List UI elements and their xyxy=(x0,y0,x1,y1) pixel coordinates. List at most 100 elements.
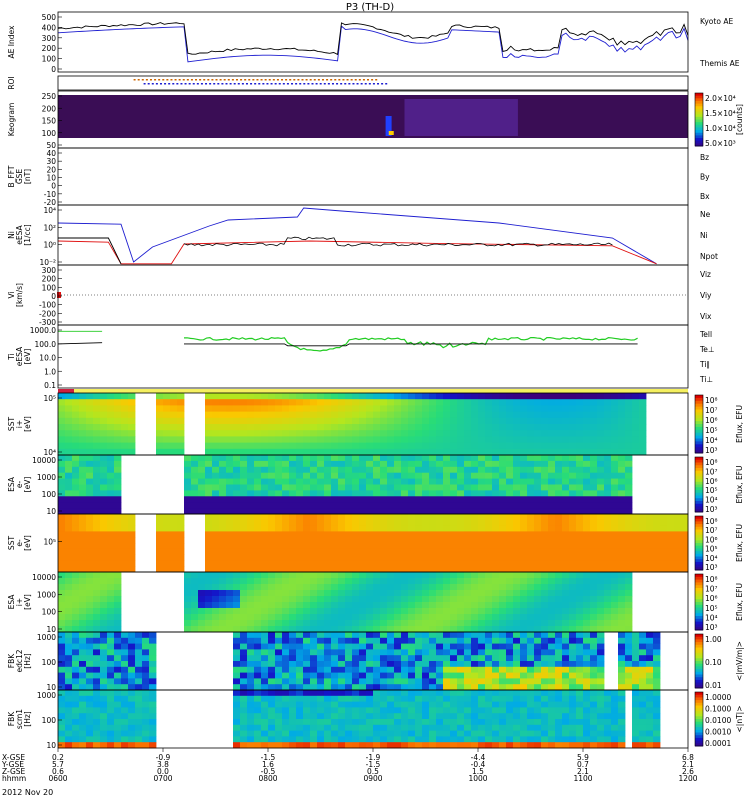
heatmap-cell xyxy=(373,531,381,538)
roi-mark xyxy=(327,83,330,85)
heatmap-cell xyxy=(499,399,507,406)
heatmap-cell xyxy=(240,543,248,550)
colorbar-cell xyxy=(695,95,703,99)
heatmap-cell xyxy=(107,724,115,731)
panel-frame xyxy=(57,204,689,266)
heatmap-cell xyxy=(114,713,122,720)
heatmap-cell xyxy=(387,537,395,544)
roi-mark xyxy=(348,83,351,85)
heatmap-cell xyxy=(492,531,500,538)
heatmap-cell xyxy=(569,393,577,400)
roi-mark xyxy=(364,83,367,85)
heatmap-cell xyxy=(604,742,612,749)
heatmap-cell xyxy=(443,620,451,627)
heatmap-cell xyxy=(282,690,290,697)
heatmap-cell xyxy=(184,478,192,485)
heatmap-cell xyxy=(394,560,402,567)
roi-mark xyxy=(336,83,339,85)
heatmap-cell xyxy=(380,442,388,450)
heatmap-cell xyxy=(324,649,332,656)
heatmap-cell xyxy=(492,405,500,412)
heatmap-cell xyxy=(282,537,290,544)
heatmap-cell xyxy=(387,666,395,673)
heatmap-cell xyxy=(450,436,458,443)
heatmap-cell xyxy=(128,525,136,532)
heatmap-cell xyxy=(394,442,402,450)
heatmap-cell xyxy=(156,393,164,400)
heatmap-cell xyxy=(436,695,444,702)
heatmap-cell xyxy=(618,519,626,526)
colorbar-cell xyxy=(695,403,703,408)
heatmap-cell xyxy=(513,442,521,450)
heatmap-cell xyxy=(268,626,276,633)
heatmap-cell xyxy=(205,448,213,456)
colorbar-label: Eflux, EFU xyxy=(735,583,744,621)
heatmap-cell xyxy=(72,531,80,538)
heatmap-cell xyxy=(303,560,311,567)
heatmap-cell xyxy=(590,566,598,573)
heatmap-cell xyxy=(324,572,332,579)
heatmap-cell xyxy=(240,566,248,573)
roi-mark xyxy=(213,83,216,85)
heatmap-cell xyxy=(576,484,584,491)
roi-mark xyxy=(375,79,378,81)
heatmap-cell xyxy=(548,719,556,726)
heatmap-cell xyxy=(275,399,283,406)
heatmap-cell xyxy=(366,590,374,597)
heatmap-cell xyxy=(121,649,129,656)
roi-mark xyxy=(182,79,185,81)
heatmap-cell xyxy=(422,472,430,479)
heatmap-cell xyxy=(541,701,549,708)
heatmap-cell xyxy=(576,519,584,526)
colorbar-cell xyxy=(695,438,703,442)
heatmap-cell xyxy=(58,695,66,702)
heatmap-cell xyxy=(534,626,542,633)
heatmap-cell xyxy=(415,442,423,450)
heatmap-cell xyxy=(184,578,192,585)
heatmap-cell xyxy=(485,566,493,573)
legend-item: Tell xyxy=(699,330,712,339)
heatmap-cell xyxy=(443,608,451,615)
heatmap-cell xyxy=(653,672,661,679)
heatmap-cell xyxy=(562,442,570,450)
heatmap-cell xyxy=(282,713,290,720)
heatmap-cell xyxy=(387,643,395,650)
y-tick-label: 10⁴ xyxy=(43,448,56,457)
heatmap-cell xyxy=(324,502,332,509)
heatmap-cell xyxy=(212,531,220,538)
heatmap-cell xyxy=(240,620,248,627)
heatmap-cell xyxy=(478,724,486,731)
heatmap-cell xyxy=(485,490,493,497)
heatmap-cell xyxy=(408,472,416,479)
colorbar-label: Eflux, EFU xyxy=(735,524,744,562)
heatmap-cell xyxy=(366,736,374,743)
heatmap-cell xyxy=(457,442,465,450)
heatmap-cell xyxy=(387,490,395,497)
heatmap-cell xyxy=(555,466,563,474)
heatmap-cell xyxy=(233,514,241,521)
heatmap-cell xyxy=(681,543,689,550)
heatmap-cell xyxy=(331,490,339,497)
heatmap-cell xyxy=(303,632,311,639)
heatmap-cell xyxy=(310,620,318,627)
heatmap-cell xyxy=(79,508,87,515)
heatmap-cell xyxy=(58,436,66,443)
heatmap-cell xyxy=(534,655,542,662)
heatmap-cell xyxy=(618,405,626,412)
heatmap-cell xyxy=(338,455,346,462)
y-tick-label: 10.0 xyxy=(39,354,56,363)
heatmap-cell xyxy=(317,643,325,650)
heatmap-cell xyxy=(289,531,297,538)
heatmap-cell xyxy=(562,525,570,532)
colorbar-cell xyxy=(695,93,703,97)
heatmap-cell xyxy=(569,620,577,627)
heatmap-cell xyxy=(478,508,486,515)
heatmap-cell xyxy=(422,596,430,603)
heatmap-cell xyxy=(436,678,444,685)
heatmap-cell xyxy=(583,590,591,597)
heatmap-cell xyxy=(359,707,367,714)
heatmap-cell xyxy=(625,537,633,544)
heatmap-cell xyxy=(289,572,297,579)
